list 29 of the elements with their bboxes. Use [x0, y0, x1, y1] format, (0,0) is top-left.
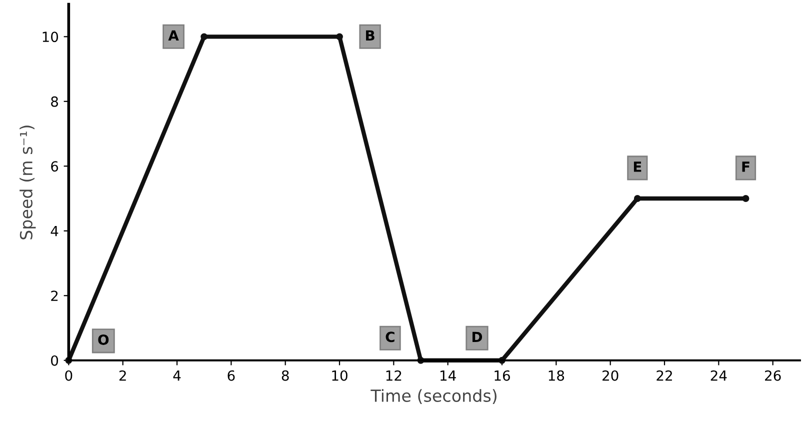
x-tick-label: 6	[228, 370, 235, 381]
y-tick-label: 8	[51, 96, 58, 107]
y-tick-label: 10	[42, 32, 58, 42]
x-tick-label: 2	[119, 370, 126, 381]
annotation: F	[742, 162, 750, 172]
y-tick-label: 6	[51, 161, 58, 172]
annotation: B	[366, 30, 374, 40]
y-tick-label: 4	[50, 226, 58, 236]
annotation: D	[472, 332, 482, 342]
x-tick-label: 22	[656, 370, 672, 381]
y-tick-label: 2	[51, 290, 58, 301]
x-tick-label: 16	[494, 370, 510, 381]
annotation: A	[168, 30, 179, 40]
x-tick-label: 18	[548, 370, 564, 381]
x-tick-label: 14	[440, 370, 456, 381]
x-tick-label: 0	[65, 370, 72, 381]
x-tick-label: 8	[282, 370, 289, 381]
annotation: O	[98, 334, 109, 345]
y-axis-title: Speed (m s⁻¹)	[20, 126, 36, 240]
annotation: E	[634, 162, 642, 172]
x-tick-label: 24	[710, 370, 727, 381]
x-tick-label: 10	[332, 370, 348, 381]
x-axis-title: Time (seconds)	[370, 389, 496, 404]
y-tick-label: 0	[51, 355, 58, 366]
x-tick-label: 12	[386, 370, 402, 381]
x-tick-label: 26	[765, 370, 781, 381]
annotation: C	[386, 332, 394, 342]
x-tick-label: 20	[602, 370, 618, 381]
x-tick-label: 4	[173, 370, 181, 381]
